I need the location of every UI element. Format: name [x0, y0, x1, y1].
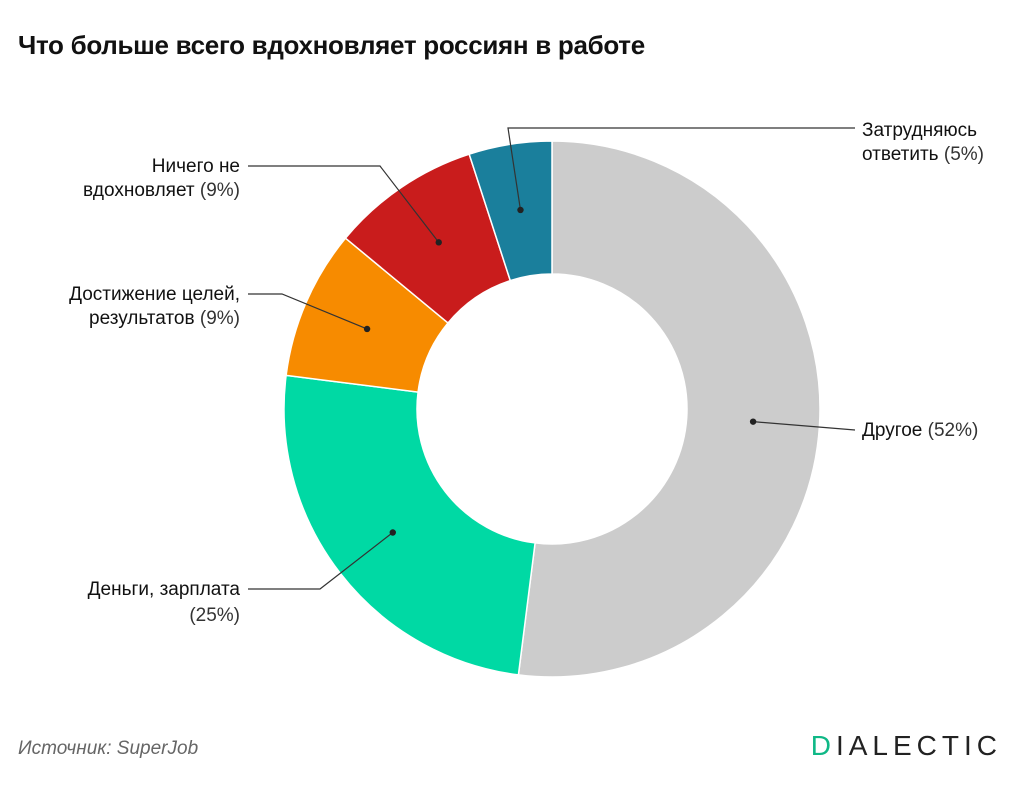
- leader-dot-0: [749, 418, 757, 425]
- slice-pct: (9%): [195, 180, 240, 201]
- slices: [283, 140, 821, 678]
- donut-slice-4: [468, 140, 553, 282]
- logo-text: IALECTIC: [835, 730, 1002, 761]
- chart-title: Что больше всего вдохновляет россиян в р…: [18, 30, 645, 60]
- slice-label-line: Затрудняюсь: [862, 120, 977, 141]
- slice-label-line: Другое (52%): [862, 420, 978, 441]
- slice-label-1: Деньги, зарплата (25%): [88, 579, 241, 626]
- leader-line-0: [753, 421, 856, 431]
- slice-label-line: Деньги, зарплата: [88, 579, 241, 600]
- slice-label-line: результатов (9%): [89, 308, 240, 329]
- slice-pct: (25%): [189, 605, 240, 626]
- donut-slice-0: [517, 140, 821, 678]
- slice-label-0: Другое (52%): [862, 420, 978, 441]
- slice-label-line: ответить (5%): [862, 144, 984, 165]
- slice-label-line: вдохновляет (9%): [83, 180, 240, 201]
- leader-line-4: [507, 127, 855, 211]
- leader-dot-1: [389, 529, 396, 536]
- logo-accent-letter: D: [810, 730, 836, 761]
- slice-label-4: Затрудняюсь ответить (5%): [862, 120, 984, 165]
- slice-label-line: Достижение целей,: [69, 284, 240, 305]
- source-note: Источник: SuperJob: [18, 738, 199, 759]
- leader-line-2: [248, 293, 368, 330]
- donut-slice-1: [283, 374, 536, 676]
- leader-dot-3: [435, 239, 442, 246]
- slice-label-3: Ничего не вдохновляет (9%): [83, 156, 240, 201]
- leader-dot-2: [363, 325, 371, 333]
- slice-pct: (52%): [922, 420, 978, 441]
- leader-line-1: [248, 532, 394, 590]
- dialectic-logo: DIALECTIC: [811, 730, 1002, 762]
- slice-pct: (5%): [939, 144, 984, 165]
- slice-label-2: Достижение целей, результатов (9%): [69, 284, 240, 329]
- leader-line-3: [248, 165, 440, 243]
- leader-dot-4: [517, 206, 524, 214]
- labels: Другое (52%) Деньги, зарплата (25%) Достиже…: [69, 120, 984, 626]
- slice-pct: (9%): [195, 308, 240, 329]
- slice-label-line: Ничего не: [152, 156, 240, 177]
